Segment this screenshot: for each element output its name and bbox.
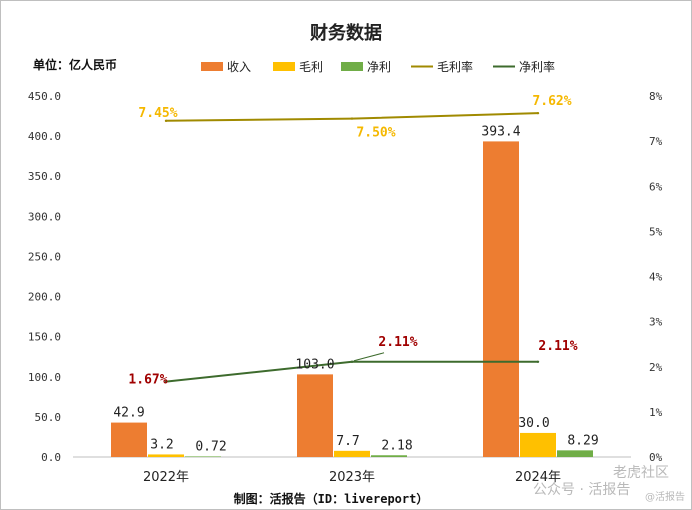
bar-x-0 xyxy=(148,454,184,457)
line-point-1-2 xyxy=(536,360,540,363)
y-right-tick-8: 8% xyxy=(649,90,663,103)
y-right-tick-6: 6% xyxy=(649,180,663,193)
y-right-tick-2: 2% xyxy=(649,361,663,374)
legend-label-4: 净利率 xyxy=(519,59,555,74)
y-left-tick-3: 150.0 xyxy=(28,331,61,344)
y-right-tick-0: 0% xyxy=(649,451,663,464)
legend-label-2: 净利 xyxy=(367,60,391,74)
y-right-tick-7: 7% xyxy=(649,135,663,148)
y-right-tick-5: 5% xyxy=(649,225,663,238)
bar-x-0 xyxy=(185,456,221,458)
line-point-0-2 xyxy=(536,111,540,115)
legend-label-1: 毛利 xyxy=(299,60,323,74)
bar-x-2 xyxy=(483,141,519,458)
y-left-tick-6: 300.0 xyxy=(28,210,61,223)
gross-margin-label-1: 7.50% xyxy=(356,126,395,141)
y-right-tick-1: 1% xyxy=(649,406,663,419)
y-left-tick-1: 50.0 xyxy=(35,411,62,424)
legend-swatch-2 xyxy=(341,62,363,71)
x-tick-label-0: 2022年 xyxy=(143,470,189,485)
y-left-tick-0: 0.0 xyxy=(41,451,61,464)
gross-margin-label-0: 7.45% xyxy=(138,106,177,121)
y-left-tick-9: 450.0 xyxy=(28,90,61,103)
bar-label-2-1: 2.18 xyxy=(381,438,412,453)
legend-label-0: 收入 xyxy=(227,60,251,74)
legend-swatch-0 xyxy=(201,62,223,71)
axes: 0.0 50.0 100.0 150.0 200.0 250.0 300.0 350.0 400… xyxy=(28,90,663,485)
line-1 xyxy=(165,360,538,383)
legend-swatch-1 xyxy=(273,62,295,71)
watermark-line3: @活报告 xyxy=(645,490,685,503)
bar-x-1 xyxy=(297,374,333,457)
bar-label-0-0: 42.9 xyxy=(113,406,144,421)
bar-x-2 xyxy=(557,450,593,457)
bar-label-1-0: 3.2 xyxy=(150,437,173,452)
unit-label: 单位：亿人民币 xyxy=(33,57,117,72)
y-left-tick-2: 100.0 xyxy=(28,371,61,384)
data-labels: 42.9 103.0 393.4 3.2 7.7 30.0 0.72 2.18 8.29 7.45… xyxy=(113,94,598,454)
chart-footer-credit: 制图：活报告（ID：livereport） xyxy=(234,491,429,506)
x-tick-label-2: 2024年 xyxy=(515,470,561,485)
watermark: 老虎社区 公众号 · 活报告 @活报告 xyxy=(533,465,685,503)
net-margin-label-0: 1.67% xyxy=(128,373,167,388)
line-point-0-0 xyxy=(164,119,168,123)
y-right-tick-4: 4% xyxy=(649,271,663,284)
net-margin-leader-line xyxy=(353,352,385,362)
y-left-tick-5: 250.0 xyxy=(28,250,61,263)
bar-label-2-2: 8.29 xyxy=(567,433,598,448)
bar-label-2-0: 0.72 xyxy=(195,439,226,454)
line-point-1-1 xyxy=(350,360,354,363)
y-left-tick-4: 200.0 xyxy=(28,291,61,304)
bars xyxy=(111,141,593,458)
bar-label-0-2: 393.4 xyxy=(481,124,520,139)
y-right-tick-3: 3% xyxy=(649,316,663,329)
bar-label-1-1: 7.7 xyxy=(336,434,359,449)
legend-label-3: 毛利率 xyxy=(437,59,473,74)
x-tick-label-1: 2023年 xyxy=(329,470,375,485)
watermark-line2: 公众号 · 活报告 xyxy=(533,482,630,498)
gross-margin-label-2: 7.62% xyxy=(532,94,571,109)
chart-legend: 收入 毛利 净利 毛利率 净利率 xyxy=(201,59,555,74)
line-point-1-0 xyxy=(164,380,168,383)
watermark-line1: 老虎社区 xyxy=(613,465,669,481)
net-margin-label-2: 2.11% xyxy=(538,339,577,354)
line-point-0-1 xyxy=(350,117,354,120)
bar-x-1 xyxy=(334,450,370,457)
bar-label-0-1: 103.0 xyxy=(295,357,334,372)
bar-label-1-2: 30.0 xyxy=(518,416,549,431)
y-left-tick-8: 400.0 xyxy=(28,130,61,143)
bar-x-1 xyxy=(371,455,407,457)
net-margin-label-1: 2.11% xyxy=(378,335,417,350)
bar-x-2 xyxy=(520,432,556,457)
y-left-tick-7: 350.0 xyxy=(28,170,61,183)
lines xyxy=(164,111,540,383)
chart-title: 财务数据 xyxy=(310,22,382,44)
bar-x-0 xyxy=(111,422,147,457)
